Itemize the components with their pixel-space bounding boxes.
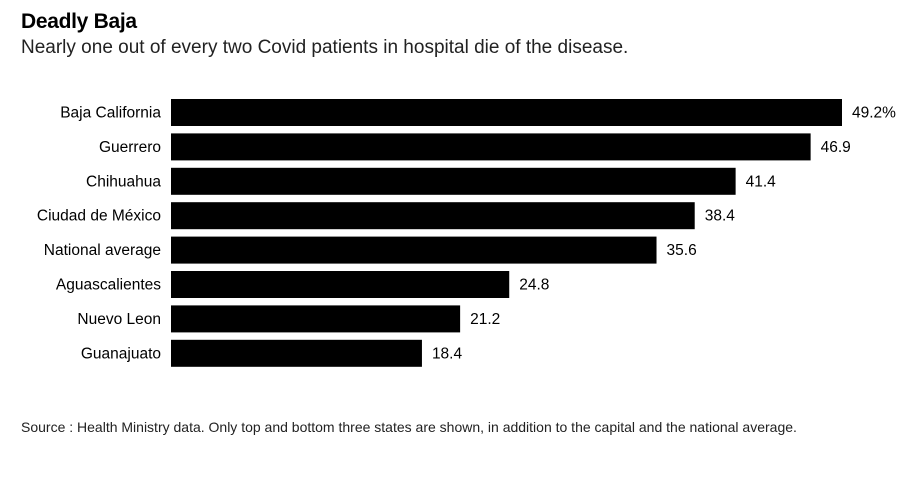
category-label: Nuevo Leon bbox=[77, 311, 161, 328]
bar bbox=[171, 99, 842, 126]
value-label: 38.4 bbox=[705, 208, 736, 225]
category-label: National average bbox=[44, 242, 161, 259]
category-label: Guerrero bbox=[99, 139, 161, 156]
category-label: Guanajuato bbox=[81, 345, 161, 362]
bar bbox=[171, 236, 657, 264]
chart-title: Deadly Baja bbox=[21, 10, 137, 33]
value-label: 49.2% bbox=[852, 105, 896, 122]
bar bbox=[171, 167, 736, 195]
source-note: Source : Health Ministry data. Only top … bbox=[21, 419, 797, 435]
value-label: 24.8 bbox=[519, 277, 549, 294]
bar bbox=[171, 133, 811, 161]
bar bbox=[171, 202, 695, 230]
category-label: Chihuahua bbox=[86, 173, 161, 190]
value-label: 46.9 bbox=[821, 139, 851, 156]
value-label: 41.4 bbox=[746, 173, 777, 190]
value-label: 21.2 bbox=[470, 311, 500, 328]
chart-subtitle: Nearly one out of every two Covid patien… bbox=[21, 37, 629, 58]
category-label: Aguascalientes bbox=[56, 277, 161, 294]
value-label: 35.6 bbox=[667, 242, 697, 259]
bar bbox=[171, 271, 510, 298]
bar bbox=[171, 339, 422, 367]
value-label: 18.4 bbox=[432, 345, 463, 362]
bar-chart: Baja California 49.2% Guerrero 46.9 Chihuahu… bbox=[37, 99, 896, 367]
category-label: Ciudad de México bbox=[37, 208, 161, 225]
bar bbox=[171, 305, 461, 333]
category-label: Baja California bbox=[60, 105, 161, 122]
